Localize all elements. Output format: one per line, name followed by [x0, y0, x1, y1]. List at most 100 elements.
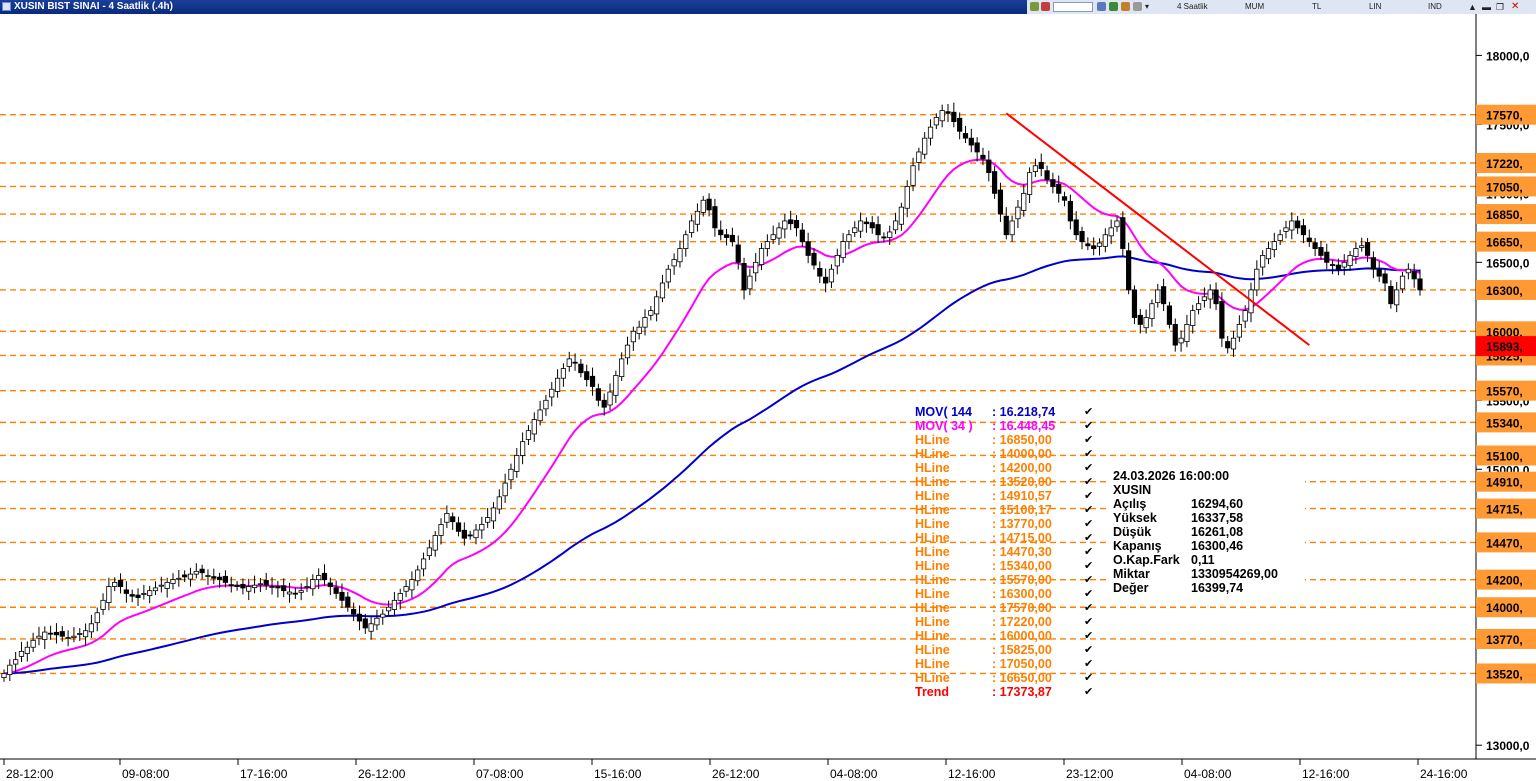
- hline-price-tag: [1476, 532, 1536, 553]
- minimize-icon[interactable]: ▬: [1482, 2, 1491, 12]
- candle: [846, 229, 852, 250]
- legend-value: : 16850,00: [992, 433, 1052, 447]
- check-icon[interactable]: ✔: [1084, 490, 1094, 502]
- candle: [898, 202, 904, 231]
- candle-body: [240, 583, 246, 589]
- candle: [298, 583, 304, 601]
- check-icon[interactable]: ✔: [1084, 532, 1094, 544]
- trend-line[interactable]: [1005, 112, 1310, 346]
- candle: [654, 290, 660, 322]
- check-icon[interactable]: ✔: [1084, 518, 1094, 530]
- check-icon[interactable]: ✔: [1084, 616, 1094, 628]
- candle-body: [24, 646, 30, 654]
- check-icon[interactable]: ✔: [1084, 686, 1094, 698]
- candle-body: [281, 585, 287, 592]
- check-icon[interactable]: ✔: [1084, 546, 1094, 558]
- candle: [24, 641, 30, 662]
- chart-type-selector[interactable]: MUM: [1245, 2, 1265, 11]
- candle: [211, 568, 217, 585]
- candle: [945, 103, 951, 123]
- candle-body: [420, 558, 427, 570]
- candle: [980, 147, 986, 166]
- candle: [1230, 330, 1237, 357]
- candle: [817, 261, 823, 284]
- check-icon[interactable]: ✔: [1084, 644, 1094, 656]
- candle-body: [782, 220, 788, 230]
- candle: [82, 623, 89, 647]
- candle: [1283, 220, 1289, 239]
- price-tags: 17570, 17220, 17050, 16850, 16650, 16300, 1600…: [1476, 104, 1536, 684]
- candle-body: [1312, 242, 1318, 249]
- candle-body: [1341, 261, 1347, 268]
- candle: [584, 364, 590, 387]
- x-tick-label: 04-08:00: [830, 767, 878, 781]
- check-icon[interactable]: ✔: [1084, 462, 1094, 474]
- arrow-up-icon[interactable]: ▲: [1468, 2, 1477, 12]
- check-icon[interactable]: ✔: [1084, 476, 1094, 488]
- check-icon[interactable]: ✔: [1084, 602, 1094, 614]
- check-icon[interactable]: ✔: [1084, 560, 1094, 572]
- candle: [496, 489, 502, 514]
- period-selector[interactable]: 4 Saatlik: [1177, 2, 1208, 11]
- candle: [1003, 207, 1009, 240]
- legend-row: HLine: 17570,00 ✔: [912, 601, 1097, 615]
- candle: [152, 581, 159, 596]
- close-icon[interactable]: ✕: [1511, 1, 1520, 12]
- candle-body: [1295, 220, 1301, 229]
- candle: [747, 268, 753, 296]
- candle: [910, 157, 916, 192]
- candle: [619, 352, 625, 381]
- check-icon[interactable]: ✔: [1084, 448, 1094, 460]
- chart-icon[interactable]: [1030, 2, 1039, 11]
- candle: [1289, 212, 1295, 240]
- scale-selector[interactable]: LIN: [1369, 2, 1382, 11]
- candle: [758, 243, 765, 271]
- candle-body: [857, 220, 864, 232]
- candle: [799, 223, 805, 248]
- candle: [304, 577, 310, 593]
- restore-icon[interactable]: ❐: [1496, 2, 1505, 12]
- refresh-icon[interactable]: [1041, 2, 1050, 11]
- zoom-icon[interactable]: [1109, 2, 1118, 11]
- candle-body: [1271, 241, 1277, 251]
- legend-value: : 16300,00: [992, 587, 1052, 601]
- candle: [1201, 287, 1207, 308]
- candle: [828, 264, 835, 288]
- currency-selector[interactable]: TL: [1312, 2, 1322, 11]
- check-icon[interactable]: ✔: [1084, 406, 1094, 418]
- check-icon[interactable]: ✔: [1084, 630, 1094, 642]
- legend-row: HLine: 13770,00 ✔: [912, 517, 1097, 531]
- check-icon[interactable]: ✔: [1084, 420, 1094, 432]
- check-icon[interactable]: ✔: [1084, 588, 1094, 600]
- check-icon[interactable]: ✔: [1084, 672, 1094, 684]
- pen-icon[interactable]: [1121, 2, 1130, 11]
- candle: [974, 137, 980, 162]
- candle: [339, 583, 345, 609]
- candle-body: [823, 276, 829, 284]
- candle-body: [776, 227, 782, 239]
- x-tick-label: 17-16:00: [240, 767, 288, 781]
- candle: [246, 578, 252, 601]
- candle: [1085, 237, 1091, 251]
- candle-body: [415, 569, 421, 582]
- check-icon[interactable]: ✔: [1084, 574, 1094, 586]
- candle-body: [1032, 165, 1039, 172]
- candle: [380, 609, 386, 625]
- search-input[interactable]: [1053, 2, 1093, 12]
- arrow-icon[interactable]: [1133, 2, 1142, 11]
- legend-row: HLine: 16000,00 ✔: [912, 629, 1097, 643]
- check-icon[interactable]: ✔: [1084, 658, 1094, 670]
- check-icon[interactable]: ✔: [1084, 504, 1094, 516]
- dropdown-icon[interactable]: ▾: [1145, 2, 1150, 11]
- price-chart[interactable]: 13000,013500,014000,014500,015000,015500…: [0, 14, 1536, 781]
- candle: [1166, 301, 1173, 329]
- check-icon[interactable]: ✔: [1084, 434, 1094, 446]
- hline-price-tag: [1476, 380, 1536, 401]
- info-key: Kapanış: [1113, 539, 1162, 553]
- legend-name: Trend: [915, 685, 950, 699]
- candle: [1306, 229, 1312, 247]
- candle-body: [321, 572, 328, 581]
- grid-icon[interactable]: [1097, 2, 1106, 11]
- mode-selector[interactable]: IND: [1428, 2, 1442, 11]
- candle-body: [665, 268, 671, 283]
